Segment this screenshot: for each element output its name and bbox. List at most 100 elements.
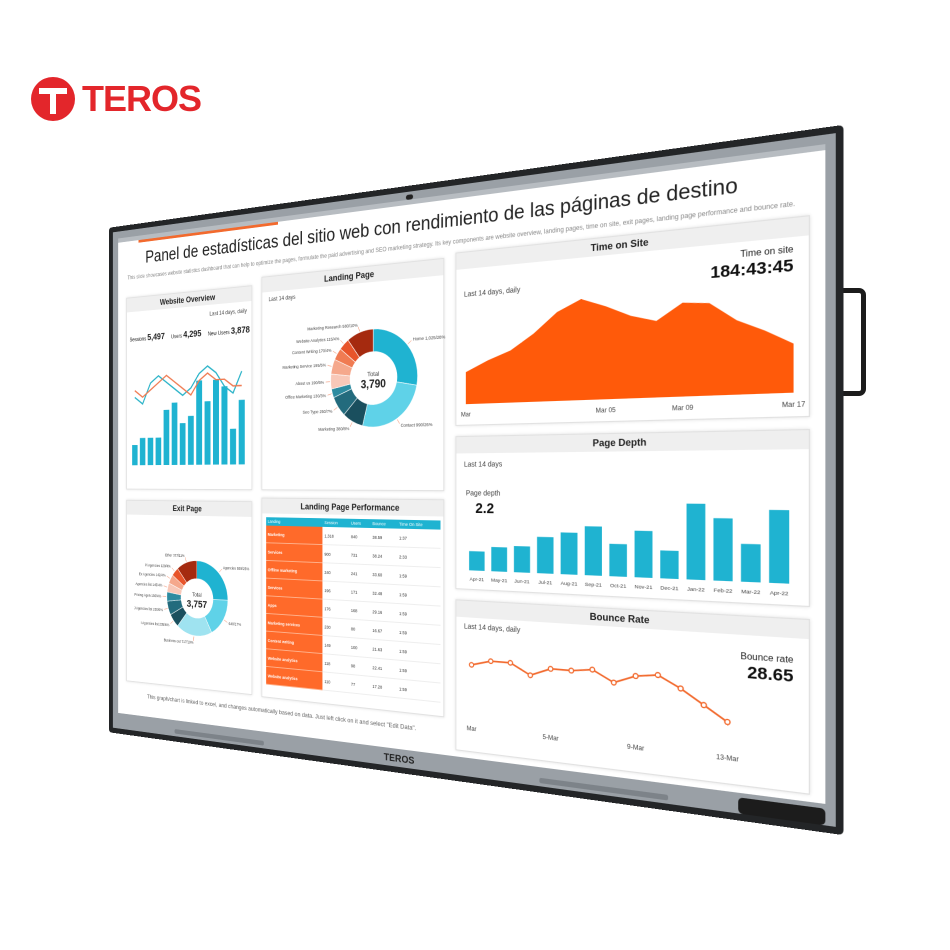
x-tick-label: Jan-22	[687, 586, 705, 593]
x-tick-label: 13-Mar	[716, 754, 739, 764]
bar	[213, 380, 219, 465]
bounce-rate: Bounce Rate Last 14 days, daily Bounce r…	[455, 599, 810, 795]
segment-label: Website Analytics 115/4%	[296, 336, 339, 344]
bar	[180, 423, 186, 465]
table-cell: 1,318	[323, 527, 350, 546]
x-tick-label: Dec-21	[660, 584, 679, 591]
brand-name: TEROS	[82, 78, 201, 120]
table-cell: 1:59	[397, 585, 440, 606]
chart: Home 1,025/28%Contact 990/26%Marketing 3…	[262, 275, 445, 492]
table-cell: 77	[349, 674, 370, 695]
display: Panel de estadísticas del sitio web con …	[109, 125, 844, 835]
marker	[611, 680, 616, 685]
segment-label: J Agencies list 230/6%	[134, 606, 163, 612]
x-tick-label: Aug-21	[561, 580, 578, 587]
x-tick-label: Jul-21	[538, 579, 552, 586]
page: TEROS Panel de estadísticas del sitio we…	[0, 0, 950, 950]
table-cell: 29.16	[371, 602, 398, 622]
table: Landing Session Users Bounce Time On Site Mar…	[266, 517, 440, 703]
table-cell: 196	[323, 581, 350, 601]
exit-page: Exit Page Agencies 929/25% 640/17% Busines…	[126, 500, 252, 695]
bar	[561, 532, 578, 574]
marker	[678, 686, 683, 691]
total-value: 3,790	[361, 378, 387, 391]
bar	[164, 410, 170, 465]
marker	[701, 702, 706, 707]
table-cell: 100	[349, 638, 370, 658]
x-tick-label: Nov-21	[635, 583, 654, 590]
bar	[196, 380, 202, 464]
bar	[156, 438, 162, 466]
table-cell: 22.41	[371, 658, 398, 679]
speaker	[175, 729, 264, 746]
x-tick-label: Mar	[461, 412, 471, 419]
bar	[713, 518, 732, 581]
table-cell: 17.20	[371, 676, 398, 697]
leader-line	[350, 422, 352, 426]
marker	[489, 659, 493, 664]
bar	[230, 429, 236, 465]
segment-label: Agencies 929/25%	[223, 566, 250, 571]
bar	[188, 416, 194, 465]
x-tick-label: Apr-21	[470, 576, 485, 583]
line	[472, 660, 728, 722]
table-cell: Marketing	[266, 526, 323, 545]
logo-icon	[30, 76, 76, 122]
total-value: 3,757	[187, 599, 208, 612]
marker	[508, 660, 512, 665]
segment-label: Content Writing 170/4%	[292, 347, 332, 355]
leader-line	[340, 340, 343, 344]
bar	[221, 386, 227, 464]
segment-label: 640/17%	[229, 622, 242, 627]
x-tick-label: Mar 05	[596, 407, 616, 415]
table-cell: Services	[266, 543, 323, 563]
x-tick-label: May-21	[491, 577, 508, 584]
time-on-site: Time on Site Last 14 days, daily Time on…	[455, 215, 810, 426]
segment-label: Marketing 380/8%	[318, 426, 349, 432]
segment-label: Marketing Service 195/5%	[282, 362, 326, 370]
bar	[148, 438, 154, 465]
segment-label: Pricing Agen 150/4%	[134, 593, 161, 599]
x-tick-label: Jun-21	[514, 578, 530, 585]
segment-label: About us 190/5%	[296, 379, 325, 386]
leader-line	[397, 419, 399, 423]
bar	[635, 531, 653, 578]
leader-line	[334, 407, 337, 410]
marker	[528, 673, 532, 678]
table-cell: 1:59	[397, 679, 440, 702]
x-tick-label: 9-Mar	[627, 744, 645, 754]
bar	[769, 510, 789, 584]
x-tick-label: Mar 09	[672, 405, 693, 413]
x-tick-label: Apr-22	[770, 589, 789, 597]
table-cell: 32.48	[371, 583, 398, 603]
leader-line	[328, 365, 332, 367]
x-tick-label: Sep-21	[585, 581, 603, 588]
table-cell: 21.63	[371, 639, 398, 660]
table-cell: 1:59	[397, 566, 440, 587]
marker	[655, 672, 660, 677]
leader-line	[358, 327, 359, 332]
chart: Apr-21 May-21 Jun-21 Jul-21 Aug-21 Sep-21 Oct-…	[456, 449, 811, 608]
x-tick-label: 5-Mar	[543, 734, 559, 743]
website-overview: Website Overview Last 14 days, daily Ses…	[126, 285, 252, 490]
marker	[725, 719, 730, 725]
table-cell: 840	[349, 527, 370, 546]
table-cell: 149	[323, 635, 350, 655]
panel-title: Landing Page Performance	[262, 499, 443, 517]
segment-label: Business out 717/19%	[164, 638, 194, 645]
table-cell: 98	[349, 656, 370, 676]
table-cell: 110	[323, 672, 350, 693]
leader-line	[328, 394, 332, 396]
chart	[127, 301, 253, 491]
page-depth: Page Depth Last 14 days Page depth 2.2 A…	[455, 429, 810, 607]
bar	[537, 537, 553, 574]
segment-label: Agencies list 145/4%	[136, 582, 163, 588]
x-tick-label: Mar	[467, 725, 477, 733]
bar	[585, 526, 602, 576]
bar	[687, 504, 706, 581]
chart: Mar Mar 05 Mar 09 Mar 17	[456, 235, 811, 427]
segment-label: Contact 990/26%	[401, 421, 433, 428]
leader-line	[172, 568, 175, 571]
bar	[491, 547, 507, 572]
table-cell: 1:37	[397, 529, 440, 549]
